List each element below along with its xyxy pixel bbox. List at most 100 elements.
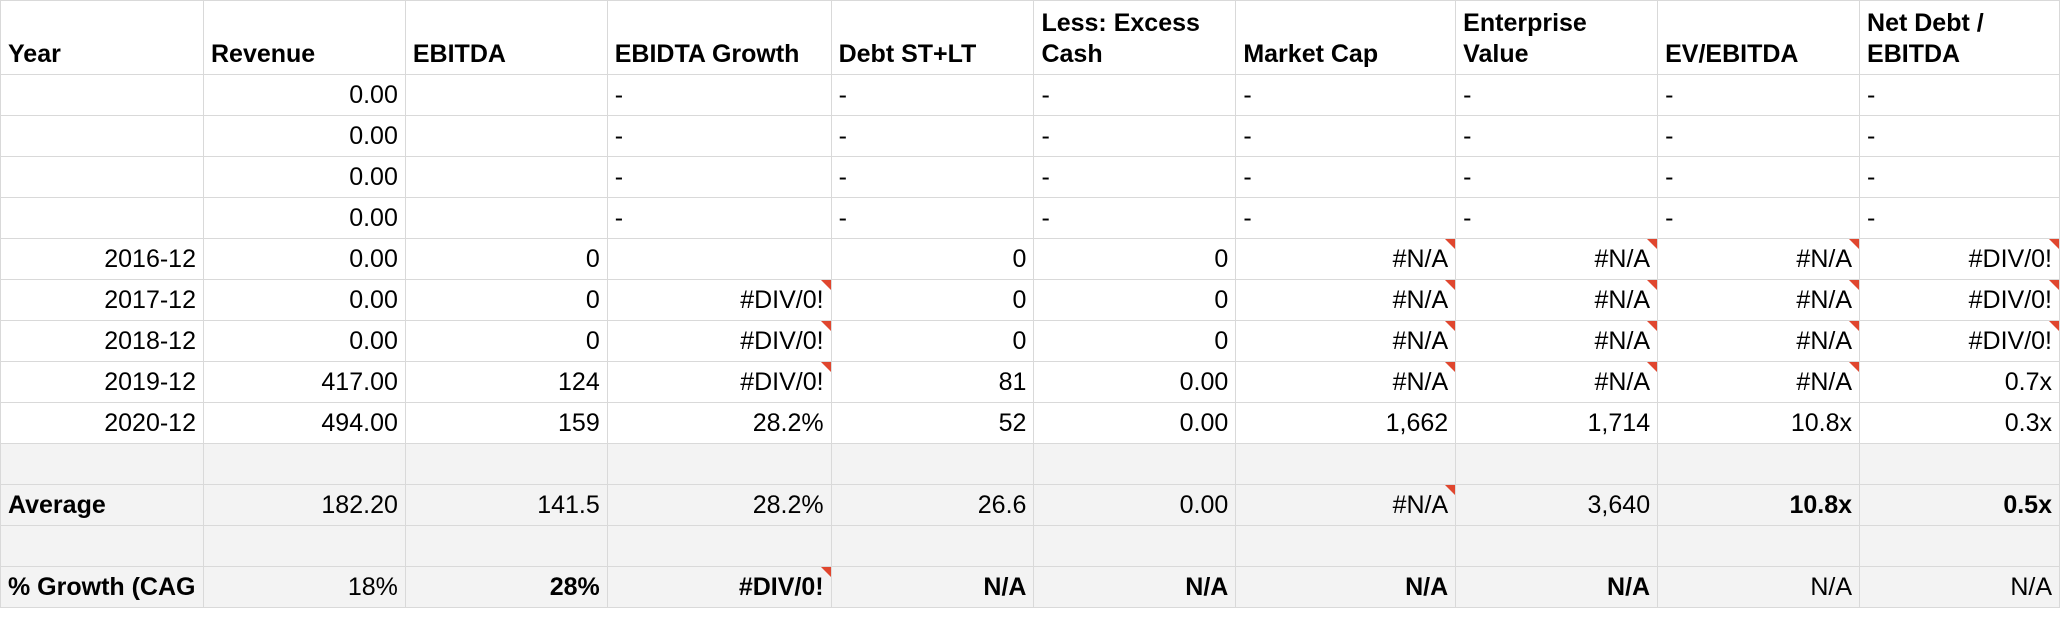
cell-net-debt-ebitda[interactable]: 0.7x: [1859, 361, 2060, 403]
cell-net-debt-ebitda[interactable]: [1859, 525, 2060, 567]
cell-market-cap[interactable]: -: [1235, 197, 1457, 239]
cell-market-cap[interactable]: #N/A: [1235, 320, 1457, 362]
cell-revenue[interactable]: 0.00: [202, 197, 406, 239]
cell-debt[interactable]: 81: [830, 361, 1035, 403]
cell-excess-cash[interactable]: 0.00: [1033, 402, 1237, 444]
cell-net-debt-ebitda[interactable]: -: [1859, 156, 2060, 198]
cell-revenue[interactable]: 0.00: [202, 320, 406, 362]
cell-net-debt-ebitda[interactable]: 0.3x: [1859, 402, 2060, 444]
cell-enterprise-value[interactable]: -: [1455, 156, 1659, 198]
cell-revenue[interactable]: 0.00: [202, 115, 406, 157]
cell-ebitda[interactable]: 124: [404, 361, 608, 403]
cell-ev-ebitda[interactable]: -: [1657, 197, 1861, 239]
cell-ebidta-growth[interactable]: 28.2%: [606, 484, 832, 526]
cell-revenue[interactable]: [202, 525, 406, 567]
cell-ev-ebitda[interactable]: -: [1657, 156, 1861, 198]
cell-debt[interactable]: 26.6: [830, 484, 1035, 526]
cell-enterprise-value[interactable]: #N/A: [1455, 279, 1659, 321]
cell-excess-cash[interactable]: N/A: [1033, 566, 1237, 608]
cell-market-cap[interactable]: #N/A: [1235, 484, 1457, 526]
cell-year[interactable]: [0, 443, 204, 485]
cell-ebitda[interactable]: 28%: [404, 566, 608, 608]
cell-ebitda[interactable]: 0: [404, 320, 608, 362]
cell-debt[interactable]: -: [830, 74, 1035, 116]
cell-debt[interactable]: 0: [830, 320, 1035, 362]
cell-enterprise-value[interactable]: [1455, 443, 1659, 485]
cell-year[interactable]: 2018-12: [0, 320, 204, 362]
cell-market-cap[interactable]: #N/A: [1235, 361, 1457, 403]
cell-year[interactable]: 2019-12: [0, 361, 204, 403]
cell-market-cap[interactable]: N/A: [1235, 566, 1457, 608]
cell-year[interactable]: [0, 156, 204, 198]
cell-enterprise-value[interactable]: -: [1455, 74, 1659, 116]
cell-market-cap[interactable]: 1,662: [1235, 402, 1457, 444]
cell-excess-cash[interactable]: 0.00: [1033, 361, 1237, 403]
cell-net-debt-ebitda[interactable]: 0.5x: [1859, 484, 2060, 526]
cell-ev-ebitda[interactable]: [1657, 443, 1861, 485]
cell-ebitda[interactable]: [404, 443, 608, 485]
cell-year[interactable]: [0, 525, 204, 567]
cell-revenue[interactable]: 494.00: [202, 402, 406, 444]
cell-excess-cash[interactable]: -: [1033, 197, 1237, 239]
cell-year[interactable]: 2020-12: [0, 402, 204, 444]
cell-ebitda[interactable]: 0: [404, 279, 608, 321]
cell-year[interactable]: 2017-12: [0, 279, 204, 321]
cell-ev-ebitda[interactable]: #N/A: [1657, 279, 1861, 321]
cell-enterprise-value[interactable]: [1455, 525, 1659, 567]
cell-enterprise-value[interactable]: #N/A: [1455, 361, 1659, 403]
cell-debt[interactable]: 52: [830, 402, 1035, 444]
cell-excess-cash[interactable]: 0.00: [1033, 484, 1237, 526]
cell-ev-ebitda[interactable]: 10.8x: [1657, 484, 1861, 526]
cell-ebidta-growth[interactable]: #DIV/0!: [606, 320, 832, 362]
cell-market-cap[interactable]: -: [1235, 156, 1457, 198]
cell-net-debt-ebitda[interactable]: N/A: [1859, 566, 2060, 608]
cell-ebitda[interactable]: 141.5: [404, 484, 608, 526]
cell-ebidta-growth[interactable]: #DIV/0!: [606, 361, 832, 403]
cell-year[interactable]: [0, 197, 204, 239]
cell-revenue[interactable]: 0.00: [202, 156, 406, 198]
cell-debt[interactable]: 0: [830, 279, 1035, 321]
cell-market-cap[interactable]: #N/A: [1235, 238, 1457, 280]
cell-excess-cash[interactable]: [1033, 525, 1237, 567]
cell-ebidta-growth[interactable]: 28.2%: [606, 402, 832, 444]
cell-debt[interactable]: -: [830, 197, 1035, 239]
cell-ebidta-growth[interactable]: #DIV/0!: [606, 279, 832, 321]
cell-debt[interactable]: -: [830, 115, 1035, 157]
cell-ebidta-growth[interactable]: -: [606, 74, 832, 116]
cell-market-cap[interactable]: -: [1235, 74, 1457, 116]
cell-ebitda[interactable]: [404, 156, 608, 198]
cell-ebitda[interactable]: [404, 197, 608, 239]
cell-excess-cash[interactable]: -: [1033, 74, 1237, 116]
cell-net-debt-ebitda[interactable]: -: [1859, 74, 2060, 116]
cell-revenue[interactable]: 0.00: [202, 279, 406, 321]
cell-ebidta-growth[interactable]: [606, 443, 832, 485]
cell-net-debt-ebitda[interactable]: [1859, 443, 2060, 485]
cell-excess-cash[interactable]: 0: [1033, 279, 1237, 321]
cell-year[interactable]: 2016-12: [0, 238, 204, 280]
cell-excess-cash[interactable]: 0: [1033, 238, 1237, 280]
cell-net-debt-ebitda[interactable]: #DIV/0!: [1859, 320, 2060, 362]
cell-debt[interactable]: 0: [830, 238, 1035, 280]
cell-ebidta-growth[interactable]: -: [606, 156, 832, 198]
cell-enterprise-value[interactable]: N/A: [1455, 566, 1659, 608]
cell-debt[interactable]: [830, 525, 1035, 567]
cell-debt[interactable]: [830, 443, 1035, 485]
cell-ev-ebitda[interactable]: 10.8x: [1657, 402, 1861, 444]
cell-enterprise-value[interactable]: 3,640: [1455, 484, 1659, 526]
cell-revenue[interactable]: 0.00: [202, 238, 406, 280]
cell-ev-ebitda[interactable]: #N/A: [1657, 238, 1861, 280]
cell-net-debt-ebitda[interactable]: #DIV/0!: [1859, 238, 2060, 280]
cell-ebitda[interactable]: [404, 74, 608, 116]
header-enterprise-value[interactable]: Enterprise Value: [1455, 0, 1659, 75]
header-ev-ebitda[interactable]: EV/EBITDA: [1657, 0, 1861, 75]
cell-revenue[interactable]: [202, 443, 406, 485]
header-market-cap[interactable]: Market Cap: [1235, 0, 1457, 75]
cell-excess-cash[interactable]: -: [1033, 115, 1237, 157]
cell-year[interactable]: [0, 115, 204, 157]
cell-revenue[interactable]: 18%: [202, 566, 406, 608]
cell-ev-ebitda[interactable]: #N/A: [1657, 361, 1861, 403]
cell-enterprise-value[interactable]: #N/A: [1455, 320, 1659, 362]
cell-ev-ebitda[interactable]: [1657, 525, 1861, 567]
average-label[interactable]: Average: [0, 484, 204, 526]
cell-ebitda[interactable]: 0: [404, 238, 608, 280]
